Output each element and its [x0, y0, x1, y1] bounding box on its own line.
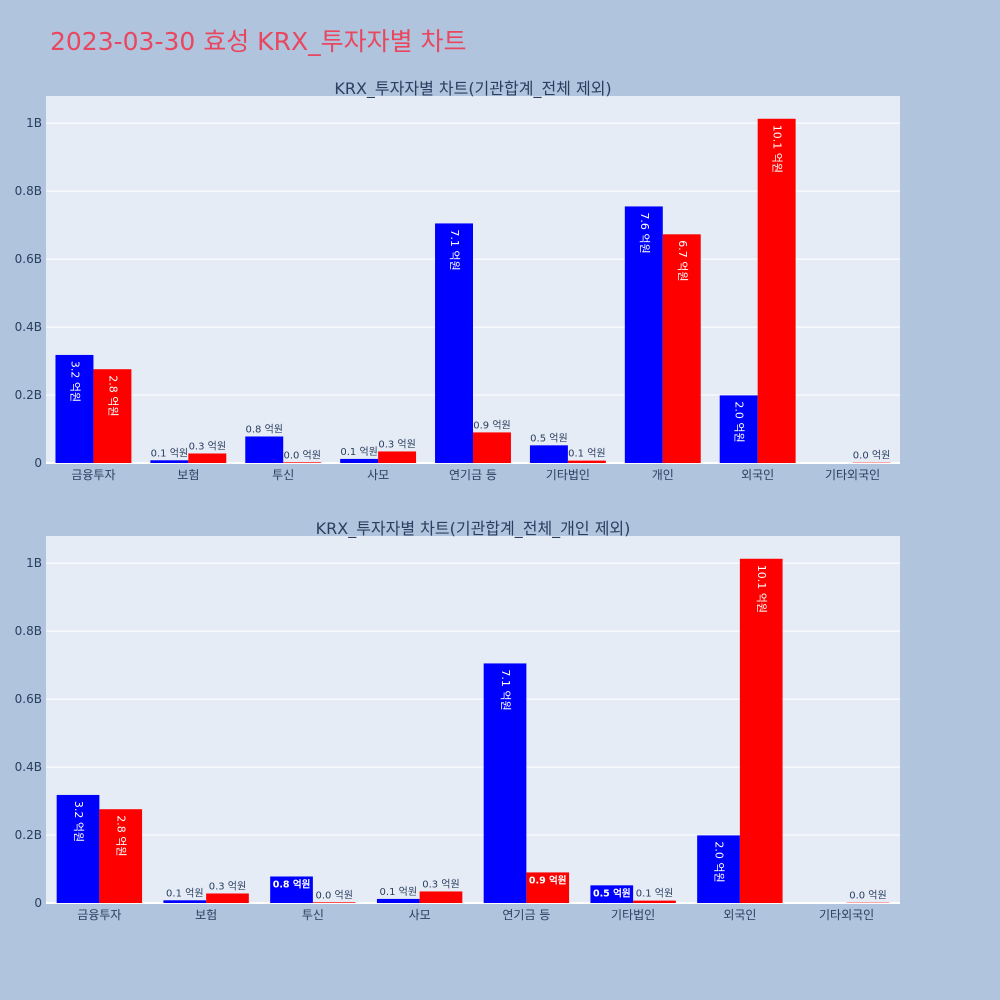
chart-1-label-s1-3: 0.3 억원 [422, 878, 459, 890]
chart-1-label-s0-0: 3.2 억원 [72, 801, 85, 842]
chart-0-label-s0-6: 7.6 억원 [638, 212, 651, 253]
chart-1-label-s1-4: 0.9 억원 [529, 874, 567, 886]
chart-1-label-s1-0: 2.8 억원 [115, 815, 128, 856]
chart-0-label-s0-4: 7.1 억원 [448, 229, 461, 270]
chart-0-label-s1-7: 10.1 억원 [771, 125, 784, 173]
chart-0-xtick-6: 개인 [652, 468, 674, 482]
chart-1-label-s1-7: 0.0 억원 [849, 890, 886, 902]
chart-0-label-s0-5: 0.5 억원 [530, 432, 567, 444]
chart-1-bar-s1-3 [419, 891, 463, 903]
chart-0-xtick-4: 연기금 등 [449, 468, 497, 482]
chart-0-bar-s1-7 [757, 118, 796, 464]
chart-0-label-s1-0: 2.8 억원 [106, 375, 119, 416]
chart-0-label-s0-2: 0.8 억원 [246, 423, 283, 435]
chart-0-bar-s0-3 [340, 458, 379, 463]
chart-1-bar-s0-2 [270, 876, 313, 903]
chart-1-ytick-3: 0.6B [15, 692, 42, 706]
chart-0-label-s0-7: 2.0 억원 [733, 401, 746, 442]
chart-0-label-s1-1: 0.3 억원 [189, 440, 226, 452]
chart-0-label-s1-3: 0.3 억원 [378, 438, 415, 450]
chart-0-ytick-5: 1B [26, 116, 42, 130]
chart-1-label-s1-1: 0.3 억원 [209, 880, 246, 892]
chart-1-label-s1-6: 10.1 억원 [755, 565, 768, 613]
chart-0-label-s1-8: 0.0 억원 [853, 450, 890, 462]
chart-1-label-s1-5: 0.1 억원 [636, 888, 673, 900]
chart-1-bar-s1-5 [633, 900, 676, 903]
chart-0-label-s1-2: 0.0 억원 [283, 449, 320, 461]
chart-1-label-s0-2: 0.8 억원 [273, 878, 311, 890]
chart-0-xtick-8: 기타외국인 [825, 468, 880, 482]
chart-0-xtick-5: 기타법인 [546, 468, 590, 482]
chart-0-xtick-0: 금융투자 [71, 468, 115, 482]
chart-1-bar-s1-0 [99, 809, 143, 903]
chart-0-bar-s0-1 [150, 460, 189, 463]
chart-0-bar-s1-2 [283, 462, 322, 463]
chart-0-ytick-3: 0.6B [15, 252, 42, 266]
chart-1-ytick-4: 0.8B [15, 624, 42, 638]
chart-0-ytick-1: 0.2B [15, 388, 42, 402]
chart-1-ytick-2: 0.4B [15, 760, 42, 774]
chart-0-label-s0-1: 0.1 억원 [151, 447, 188, 459]
chart-0-bar-s1-4 [473, 432, 511, 463]
chart-1-bar-s1-2 [312, 902, 356, 903]
chart-0-bar-s0-6 [624, 206, 663, 463]
chart-0-label-s0-3: 0.1 억원 [340, 446, 377, 458]
chart-1-xtick-2: 투신 [302, 908, 324, 922]
chart-0-bar-s0-2 [245, 436, 284, 463]
chart-0-xtick-3: 사모 [367, 468, 389, 482]
chart-1-ytick-5: 1B [26, 556, 42, 570]
chart-0-ytick-2: 0.4B [15, 320, 42, 334]
chart-1-xtick-4: 연기금 등 [502, 908, 550, 922]
chart-1-bar-s0-5 [590, 885, 634, 903]
page-title: 2023-03-30 효성 KRX_투자자별 차트 [50, 27, 467, 56]
chart-1-xtick-5: 기타법인 [611, 908, 655, 922]
chart-0-bar-s0-7 [719, 395, 758, 463]
chart-0-label-s1-5: 0.1 억원 [568, 448, 605, 460]
chart-0-bar-s0-0 [55, 354, 94, 463]
chart-1-label-s0-1: 0.1 억원 [166, 887, 203, 899]
chart-1-bar-s0-1 [163, 900, 207, 903]
chart-1-xtick-3: 사모 [409, 908, 431, 922]
chart-0-ytick-0: 0 [34, 456, 42, 470]
chart-1-label-s0-3: 0.1 억원 [380, 886, 417, 898]
chart-0-xtick-7: 외국인 [741, 468, 774, 482]
chart-1-xtick-1: 보험 [195, 908, 217, 922]
chart-1-bar-s0-3 [376, 898, 420, 903]
chart-1-bar-s1-1 [206, 893, 249, 903]
chart-1-label-s1-2: 0.0 억원 [315, 889, 352, 901]
chart-0-bar-s0-5 [529, 445, 568, 463]
chart-1-xtick-7: 기타외국인 [819, 908, 874, 922]
chart-0-ytick-4: 0.8B [15, 184, 42, 198]
chart-1-ytick-0: 0 [34, 896, 42, 910]
chart-0-bar-s1-6 [662, 234, 701, 463]
chart-1-ytick-1: 0.2B [15, 828, 42, 842]
chart-0-xtick-1: 보험 [177, 468, 199, 482]
chart-0-bar-s1-0 [93, 369, 132, 463]
chart-1-label-s0-6: 2.0 억원 [713, 841, 726, 882]
chart-0-bar-s1-1 [188, 453, 227, 463]
chart-0-label-s1-4: 0.9 억원 [473, 419, 510, 431]
chart-1-bar-s1-4 [526, 872, 570, 903]
chart-0-title: KRX_투자자별 차트(기관합계_전체 제외) [334, 79, 611, 99]
chart-1-bar-s1-6 [739, 558, 783, 903]
chart-0-bar-s0-4 [435, 223, 473, 463]
chart-1-label-s0-4: 7.1 억원 [499, 669, 512, 710]
chart-0-bar-s1-3 [378, 451, 417, 463]
chart-1-label-s0-5: 0.5 억원 [593, 887, 631, 899]
chart-1-title: KRX_투자자별 차트(기관합계_전체_개인 제외) [316, 519, 631, 539]
chart-0-label-s0-0: 3.2 억원 [68, 361, 81, 402]
chart-1-bar-s0-4 [483, 663, 527, 903]
chart-0-xtick-2: 투신 [272, 468, 294, 482]
chart-0-label-s1-6: 6.7 억원 [676, 240, 689, 281]
chart-1-bar-s0-0 [56, 794, 100, 903]
chart-1-xtick-6: 외국인 [723, 908, 756, 922]
chart-1-bar-s0-6 [697, 835, 740, 903]
bottom-chart: KRX_투자자별 차트(기관합계_전체_개인 제외) 0 0.2B 0.4B 0.6B 0… [15, 519, 900, 922]
chart-1-xtick-0: 금융투자 [77, 908, 121, 922]
chart-0-bar-s1-5 [567, 460, 606, 463]
top-chart: KRX_투자자별 차트(기관합계_전체 제외) 0 0.2B 0.4B 0.6B 0.8B… [15, 79, 900, 482]
